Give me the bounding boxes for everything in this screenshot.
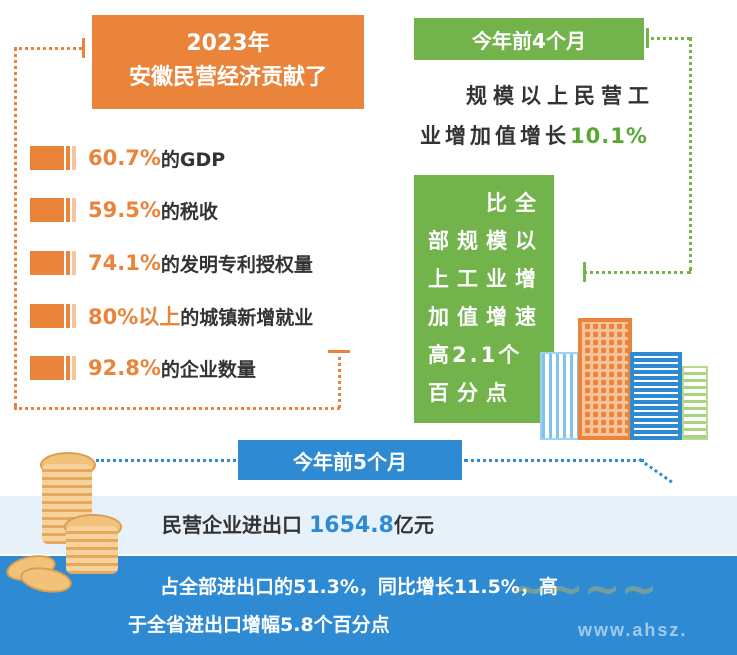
title-box-2023: 2023年 安徽民营经济贡献了 [92,15,364,109]
stat-bar-icon [30,198,76,222]
orange-dotted-connector-top [14,47,82,50]
blue-dotted-connector-left [96,459,236,462]
import-export-unit: 亿元 [393,513,434,537]
stat-label: 的城镇新增就业 [180,306,314,329]
comparison-line-5: 高2.1个 [428,343,523,367]
building-right-green [682,366,708,440]
tag-first-four-months: 今年前4个月 [414,18,644,60]
stat-row-employment: 80%以上 的城镇新增就业 [30,301,313,331]
light-blue-band [0,496,737,554]
watermark-logo: ~~~~ [510,564,657,615]
stat-value: 59.5% [88,198,161,222]
stat-label: 的企业数量 [160,358,256,381]
stat-label: 的GDP [160,148,226,171]
green-connector-tick-bottom [583,262,586,282]
industrial-growth-text-line1: 规模以上民营工 [466,84,655,108]
stat-label: 的发明专利授权量 [160,253,313,276]
industrial-growth-text-line2: 业增加值增长10.1% [420,120,648,150]
comparison-line-2: 部规模以 [428,229,544,253]
industrial-growth-value: 10.1% [570,124,648,148]
orange-connector-tick [82,38,85,58]
title-line-2: 安徽民营经济贡献了 [128,65,327,90]
comparison-line-1: 比全 [486,191,544,215]
blue-dotted-connector-diagonal [638,458,673,484]
green-connector-tick [646,28,649,48]
comparison-line-3: 上工业增 [428,267,544,291]
stat-bar-icon [30,356,76,380]
svg-text:~~~~: ~~~~ [510,564,657,615]
stat-row-gdp: 60.7% 的GDP [30,143,225,173]
building-blue [630,352,682,440]
detail-line-1: 占全部进出口的51.3%，同比增长11.5%，高 [160,576,558,598]
title-line-1: 2023年 [186,31,270,56]
comparison-line-4: 加值增速 [428,305,544,329]
stat-value: 92.8% [88,356,161,380]
stat-value: 80%以上 [88,305,181,329]
import-export-prefix: 民营企业进出口 [162,513,302,537]
stat-bar-icon [30,304,76,328]
green-comparison-box: 比全 部规模以 上工业增 加值增速 高2.1个 百分点 [414,175,554,423]
stat-row-patents: 74.1% 的发明专利授权量 [30,248,313,278]
watermark-text: www.ahsz. [578,620,688,640]
building-left [540,352,580,440]
green-dotted-connector-bottom [583,271,691,274]
industrial-growth-prefix: 业增加值增长 [420,124,570,148]
blue-detail-band: 占全部进出口的51.3%，同比增长11.5%，高 于全省进出口增幅5.8个百分点 [0,556,737,655]
green-dotted-connector-top [646,37,690,40]
detail-line-2: 于全省进出口增幅5.8个百分点 [128,614,390,636]
stat-bar-icon [30,251,76,275]
stat-label: 的税收 [160,200,218,223]
comparison-line-6: 百分点 [428,381,515,405]
stat-row-enterprises: 92.8% 的企业数量 [30,353,256,383]
stat-value: 60.7% [88,146,161,170]
blue-dotted-connector-right [464,459,644,462]
import-export-value: 1654.8 [308,513,394,538]
tag-first-five-months: 今年前5个月 [238,440,462,480]
stat-row-tax: 59.5% 的税收 [30,195,218,225]
import-export-total: 民营企业进出口 1654.8亿元 [162,509,434,538]
stat-bar-icon [30,146,76,170]
stat-value: 74.1% [88,251,161,275]
orange-dotted-connector-right [338,350,341,408]
orange-connector-tick-bottom [328,350,350,353]
coin-stack-short [66,526,118,574]
orange-dotted-connector-left [14,47,17,407]
green-dotted-connector-right [689,37,692,271]
orange-dotted-connector-bottom [14,407,340,410]
building-tall-orange [578,318,632,440]
